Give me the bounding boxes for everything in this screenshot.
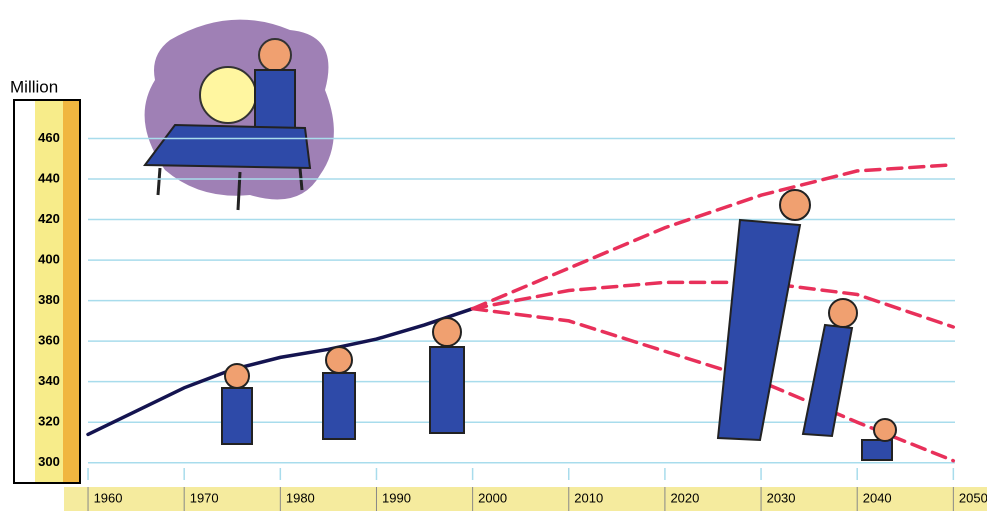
illustration xyxy=(221,189,897,461)
x-tick-label: 2000 xyxy=(478,490,507,505)
y-tick-label: 460 xyxy=(38,130,60,145)
y-tick-label: 420 xyxy=(38,211,60,226)
y-axis-band xyxy=(35,101,63,482)
x-tick-label: 1980 xyxy=(286,490,315,505)
series-line xyxy=(470,163,956,311)
y-tick-label: 400 xyxy=(38,252,60,267)
x-tick-label: 1990 xyxy=(382,490,411,505)
x-tick-label: 2050 xyxy=(959,490,987,505)
x-axis-band xyxy=(64,487,987,511)
y-tick-label: 380 xyxy=(38,292,60,307)
x-tick-label: 2040 xyxy=(863,490,892,505)
y-tick-label: 360 xyxy=(38,333,60,348)
x-tick-label: 2020 xyxy=(670,490,699,505)
y-tick-label: 300 xyxy=(38,454,60,469)
x-tick-label: 1970 xyxy=(190,490,219,505)
y-axis-band xyxy=(63,101,79,482)
series-line xyxy=(470,280,956,329)
series-line xyxy=(86,306,475,437)
y-tick-label: 440 xyxy=(38,170,60,185)
illustration xyxy=(143,19,334,211)
x-tick-label: 2010 xyxy=(574,490,603,505)
y-axis-label: Million xyxy=(10,77,58,96)
x-tick-label: 1960 xyxy=(94,490,123,505)
y-tick-label: 340 xyxy=(38,373,60,388)
x-tick-label: 2030 xyxy=(767,490,796,505)
y-tick-label: 320 xyxy=(38,414,60,429)
